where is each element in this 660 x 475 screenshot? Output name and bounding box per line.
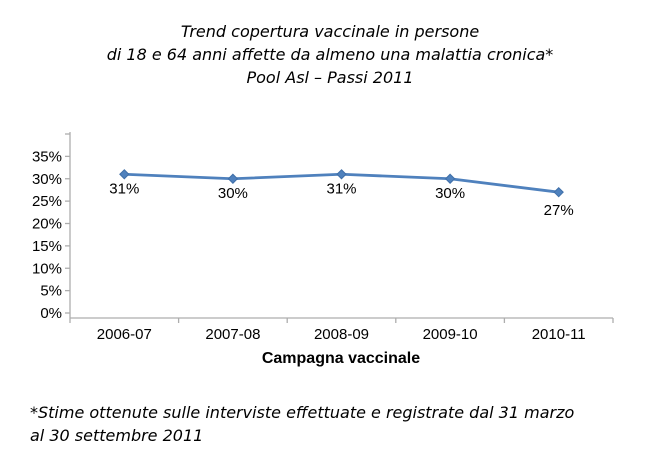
y-axis-label: 10% [32, 260, 62, 277]
y-axis-label: 30% [32, 171, 62, 188]
data-point-marker [336, 169, 347, 180]
y-axis-label: 5% [40, 283, 62, 300]
x-axis-label: 2007-08 [205, 326, 260, 343]
data-point-marker [444, 173, 456, 184]
chart-title: Trend copertura vaccinale in persone di … [0, 20, 660, 89]
y-axis-label: 25% [32, 193, 62, 210]
data-label: 27% [544, 202, 574, 219]
y-axis-label: 20% [32, 216, 62, 233]
data-label: 31% [109, 180, 139, 197]
footnote-line2: al 30 settembre 2011 [30, 426, 204, 445]
footnote: *Stime ottenute sulle interviste effettu… [30, 401, 640, 447]
x-axis-label: 2008-09 [314, 326, 369, 343]
data-label: 31% [326, 180, 356, 197]
x-axis-label: 2010-11 [532, 326, 586, 343]
chart-title-line1: Trend copertura vaccinale in persone [180, 22, 480, 41]
data-point-marker [227, 173, 239, 184]
x-axis-label: 2006-07 [97, 326, 152, 343]
chart-title-line3: Pool Asl – Passi 2011 [246, 68, 414, 87]
y-axis-label: 0% [40, 305, 62, 322]
data-point-marker [119, 169, 130, 180]
data-label: 30% [218, 185, 248, 202]
chart-title-line2: di 18 e 64 anni affette da almeno una ma… [106, 45, 554, 64]
data-point-marker [553, 186, 564, 198]
x-axis-title: Campagna vaccinale [262, 350, 420, 367]
y-axis-label: 35% [32, 148, 62, 165]
data-label: 30% [435, 185, 465, 202]
y-axis-label: 15% [32, 238, 62, 255]
footnote-line1: *Stime ottenute sulle interviste effettu… [30, 403, 575, 422]
vaccination-trend-line-chart: Campagna vaccinale 0% 5% 10% 15% 20% 25% 30% 35… [32, 132, 614, 367]
x-axis-label: 2009-10 [423, 326, 478, 343]
